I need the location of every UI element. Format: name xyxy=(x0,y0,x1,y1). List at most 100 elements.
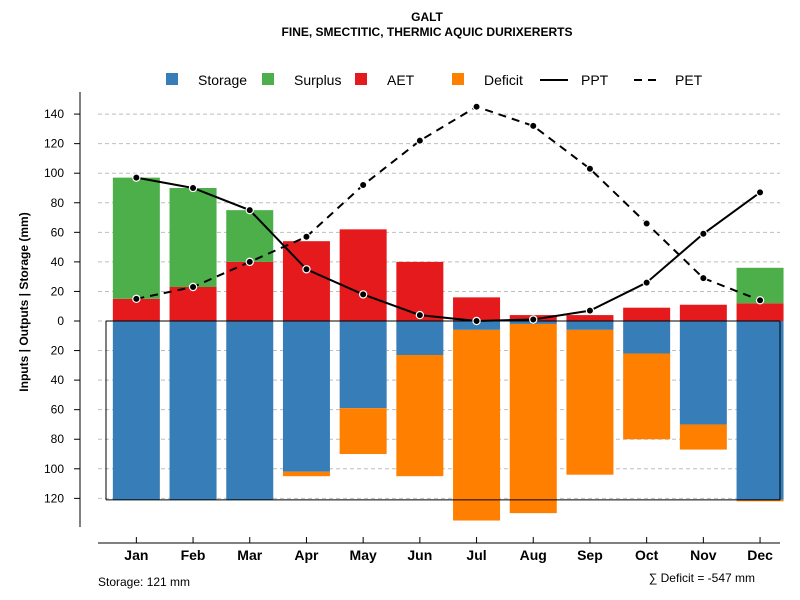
surplus-bar-mar xyxy=(226,210,274,262)
ppt-point-oct xyxy=(642,278,651,287)
ppt-line xyxy=(136,176,761,323)
storage-bar-may xyxy=(339,321,387,409)
legend-item-ppt: PPT xyxy=(540,72,609,88)
ppt-point-feb xyxy=(188,183,198,193)
y-tick-label: 20 xyxy=(51,284,65,298)
storage-bar-jan xyxy=(112,321,160,500)
legend-label-storage: Storage xyxy=(198,72,247,88)
deficit-bar-oct xyxy=(623,353,671,440)
ppt-point-nov xyxy=(699,229,708,238)
deficit-bar-sep xyxy=(566,329,614,475)
ppt-point-mar xyxy=(245,205,254,215)
x-tick-label-mar: Mar xyxy=(237,547,262,563)
storage-bar-mar xyxy=(226,321,274,500)
aet-bar-oct xyxy=(623,307,671,321)
chart-title: GALT xyxy=(411,10,443,24)
y-tick-label: 140 xyxy=(44,107,64,121)
legend-label-pet: PET xyxy=(675,72,703,88)
deficit-bar-nov xyxy=(679,424,727,450)
deficit-bar-dec xyxy=(736,499,784,502)
storage-bar-sep xyxy=(566,321,614,330)
y-tick-label: 40 xyxy=(51,255,65,269)
pet-point-sep xyxy=(585,164,595,173)
y-tick-label: 40 xyxy=(51,373,65,387)
x-tick-label-dec: Dec xyxy=(747,547,773,563)
storage-bar-nov xyxy=(679,321,727,425)
storage-bar-jun xyxy=(396,321,444,355)
deficit-bar-aug xyxy=(509,323,557,514)
y-tick-label: 120 xyxy=(44,491,64,505)
aet-bar-may xyxy=(339,229,387,321)
legend-swatch-deficit xyxy=(452,73,464,85)
y-axis-label: Inputs | Outputs | Storage (mm) xyxy=(17,212,31,391)
x-tick-label-sep: Sep xyxy=(577,547,603,563)
pet-point-jan xyxy=(132,294,141,304)
legend-swatch-aet xyxy=(355,73,367,85)
legend-label-deficit: Deficit xyxy=(484,72,523,88)
y-tick-label: 60 xyxy=(51,403,65,417)
aet-bar-apr xyxy=(282,241,330,321)
legend-label-ppt: PPT xyxy=(581,72,609,88)
aet-bar-feb xyxy=(169,287,217,321)
pet-point-aug xyxy=(529,121,538,131)
aet-bar-dec xyxy=(736,303,784,321)
pet-point-oct xyxy=(642,219,651,228)
pet-point-jun xyxy=(415,136,425,145)
ppt-point-may xyxy=(358,290,368,299)
legend-swatch-surplus xyxy=(262,73,274,85)
y-tick-label: 80 xyxy=(51,432,65,446)
ppt-point-dec xyxy=(755,188,765,197)
x-tick-label-apr: Apr xyxy=(294,547,319,563)
pet-point-feb xyxy=(188,282,198,292)
legend-item-surplus: Surplus xyxy=(262,72,341,88)
surplus-bar-feb xyxy=(169,187,217,288)
legend-item-storage: Storage xyxy=(166,72,247,88)
legend-item-pet: PET xyxy=(634,72,703,88)
x-tick-label-nov: Nov xyxy=(690,547,717,563)
legend-label-surplus: Surplus xyxy=(294,72,341,88)
aet-bar-jul xyxy=(453,297,501,321)
legend-item-deficit: Deficit xyxy=(452,72,523,88)
deficit-bar-may xyxy=(339,408,387,455)
ppt-point-apr xyxy=(302,265,311,274)
x-tick-label-jan: Jan xyxy=(124,547,148,563)
x-tick-label-aug: Aug xyxy=(520,547,547,563)
ppt-point-jun xyxy=(415,310,425,320)
storage-bar-apr xyxy=(282,321,330,472)
pet-point-apr xyxy=(302,232,311,241)
deficit-bar-apr xyxy=(282,471,330,477)
pet-point-nov xyxy=(699,273,708,283)
lines xyxy=(132,102,765,326)
storage-bar-dec xyxy=(736,321,784,500)
storage-bar-jul xyxy=(453,321,501,330)
y-tick-label: 120 xyxy=(44,137,64,151)
ppt-point-jul xyxy=(472,316,481,326)
aet-bar-sep xyxy=(566,315,614,321)
y-tick-label: 20 xyxy=(51,344,65,358)
surplus-bar-jan xyxy=(112,177,160,299)
deficit-note: ∑ Deficit = -547 mm xyxy=(649,571,755,585)
storage-bar-feb xyxy=(169,321,217,500)
aet-bar-nov xyxy=(679,304,727,321)
deficit-bar-jul xyxy=(453,329,501,521)
legend-item-aet: AET xyxy=(355,72,415,88)
aet-bar-mar xyxy=(226,261,274,321)
pet-line xyxy=(136,105,761,302)
legend-label-aet: AET xyxy=(387,72,415,88)
pet-point-jul xyxy=(472,102,481,111)
ppt-point-aug xyxy=(529,315,538,324)
x-tick-label-jul: Jul xyxy=(466,547,486,563)
y-tick-label: 60 xyxy=(51,225,65,239)
x-tick-label-may: May xyxy=(350,547,377,563)
axes: 140 120 100 80 60 40 20 0 20 40 60 80 100 120 Jan Feb Ma… xyxy=(44,92,780,563)
pet-point-mar xyxy=(245,257,254,267)
bars xyxy=(105,177,784,521)
y-tick-label: 0 xyxy=(57,314,64,328)
y-tick-label: 100 xyxy=(44,166,64,180)
legend: Storage Surplus AET Deficit PPT PET xyxy=(166,72,703,88)
deficit-bar-jun xyxy=(396,354,444,477)
x-tick-label-oct: Oct xyxy=(635,547,659,563)
pet-point-may xyxy=(358,180,368,190)
y-tick-label: 100 xyxy=(44,462,64,476)
